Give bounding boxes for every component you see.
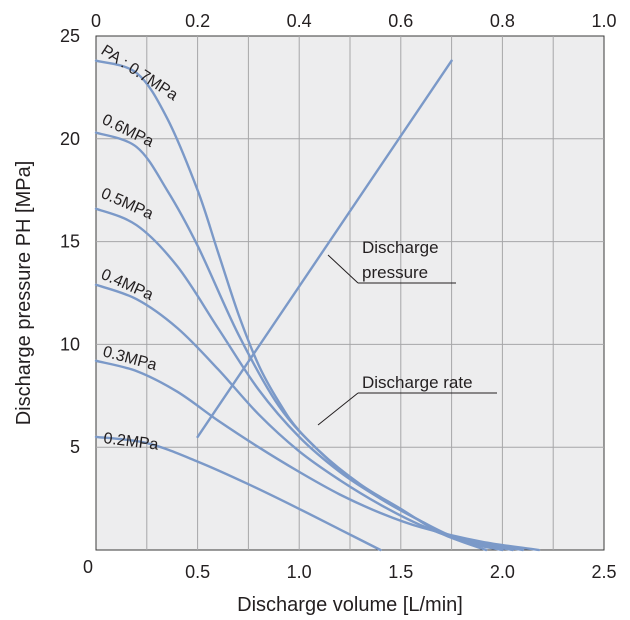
x-top-tick-label: 1.0 — [591, 11, 616, 31]
x-bottom-tick-label: 2.5 — [591, 562, 616, 582]
x-bottom-tick-label: 2.0 — [490, 562, 515, 582]
curves — [94, 59, 541, 552]
origin-label: 0 — [83, 557, 93, 577]
x-top-tick-label: 0.6 — [388, 11, 413, 31]
annotation-text: pressure — [362, 263, 428, 282]
curve-label: 0.2MPa — [103, 430, 160, 454]
x-top-tick-label: 0.4 — [287, 11, 312, 31]
discharge-rate-curve-2 — [94, 207, 514, 552]
y-tick-label: 10 — [60, 334, 80, 354]
x-bottom-tick-label: 0.5 — [185, 562, 210, 582]
x-axis-title: Discharge volume [L/min] — [237, 594, 463, 616]
annotation-text: Discharge — [362, 238, 439, 257]
leader-line — [317, 392, 359, 426]
x-top-tick-label: 0.8 — [490, 11, 515, 31]
y-tick-label: 25 — [60, 26, 80, 46]
annotations: Discharge pressure Discharge rate — [317, 238, 497, 426]
y-tick-label: 20 — [60, 129, 80, 149]
annotation-text: Discharge rate — [362, 373, 473, 392]
discharge-rate-curve-4 — [94, 359, 541, 552]
ticks: 0.5 1.0 1.5 2.0 2.5 0 0.2 0.4 0.6 0.8 1.0 5 10 15 20 25 — [60, 11, 617, 582]
x-bottom-tick-label: 1.5 — [388, 562, 413, 582]
x-top-tick-label: 0 — [91, 11, 101, 31]
x-bottom-tick-label: 1.0 — [287, 562, 312, 582]
y-tick-label: 5 — [70, 437, 80, 457]
x-top-tick-label: 0.2 — [185, 11, 210, 31]
discharge-rate-curve-5 — [94, 435, 382, 552]
leader-line — [327, 254, 359, 284]
y-axis-title: Discharge pressure PH [MPa] — [13, 161, 35, 426]
discharge-pressure-line — [196, 59, 453, 439]
grid — [96, 36, 604, 550]
y-tick-label: 15 — [60, 232, 80, 252]
